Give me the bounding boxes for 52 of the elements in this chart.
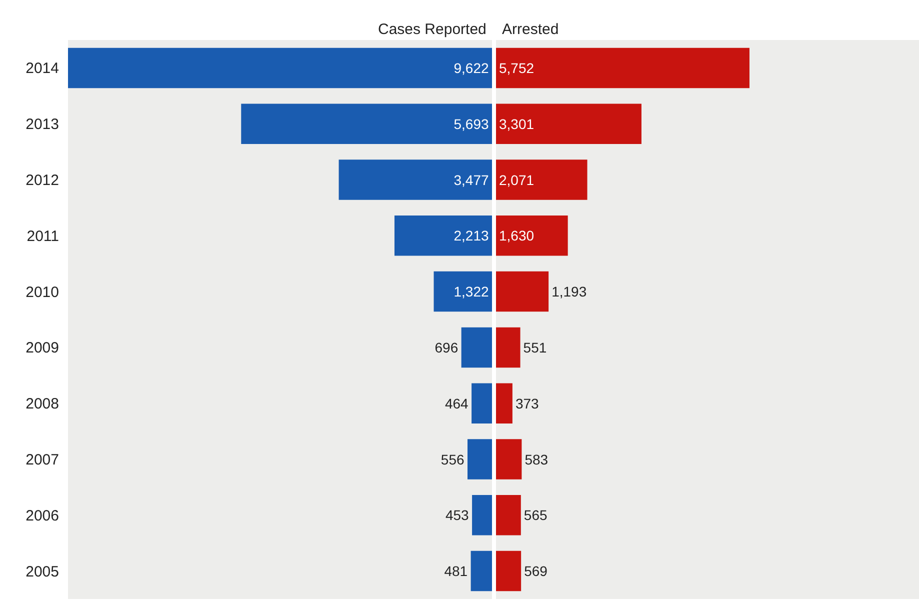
bar bbox=[434, 271, 492, 312]
bar bbox=[496, 327, 520, 368]
data-label: 481 bbox=[444, 563, 468, 580]
y-tick-label: 2011 bbox=[26, 228, 59, 245]
y-tick-label: 2010 bbox=[26, 284, 59, 301]
data-label: 1,193 bbox=[551, 284, 586, 300]
y-tick-label: 2014 bbox=[26, 60, 59, 78]
data-label: 2,213 bbox=[454, 228, 489, 244]
bar bbox=[472, 383, 492, 424]
data-label: 3,477 bbox=[454, 172, 489, 188]
bar bbox=[338, 160, 492, 200]
data-label: 3,301 bbox=[498, 116, 534, 132]
data-label: 696 bbox=[434, 339, 458, 356]
y-tick-label: 2006 bbox=[26, 507, 59, 524]
data-label: 1,630 bbox=[498, 228, 534, 244]
bar bbox=[470, 550, 492, 592]
data-label: 5,752 bbox=[498, 60, 534, 76]
bar bbox=[472, 495, 492, 536]
series-label: Cases Reported bbox=[378, 21, 486, 38]
y-tick-label: 2008 bbox=[26, 396, 59, 413]
y-tick-label: 2013 bbox=[26, 116, 59, 134]
series-label: Arrested bbox=[502, 21, 558, 38]
data-label: 9,622 bbox=[454, 60, 489, 76]
y-tick-label: 2009 bbox=[26, 340, 59, 357]
data-label: 583 bbox=[524, 451, 548, 468]
bar bbox=[468, 439, 492, 480]
bar bbox=[496, 48, 749, 88]
bar bbox=[496, 550, 521, 592]
data-label: 464 bbox=[444, 395, 469, 412]
bar bbox=[496, 104, 641, 144]
data-label: 565 bbox=[523, 507, 547, 524]
data-label: 556 bbox=[440, 451, 464, 468]
data-label: 2,071 bbox=[498, 172, 534, 188]
bar bbox=[496, 271, 548, 312]
y-tick-label: 2007 bbox=[26, 452, 59, 468]
bar bbox=[496, 383, 512, 424]
y-tick-label: 2005 bbox=[26, 563, 59, 580]
bar bbox=[394, 216, 492, 256]
bar bbox=[496, 439, 522, 480]
bar bbox=[461, 327, 492, 368]
data-label: 5,693 bbox=[454, 116, 489, 132]
bar bbox=[496, 495, 520, 536]
bar bbox=[68, 48, 492, 88]
bar bbox=[241, 104, 492, 144]
data-label: 551 bbox=[522, 339, 546, 356]
data-label: 373 bbox=[514, 395, 539, 412]
y-tick-label: 2012 bbox=[26, 172, 59, 189]
data-label: 453 bbox=[445, 507, 470, 524]
bar bbox=[496, 160, 587, 200]
bar bbox=[496, 216, 568, 256]
data-label: 1,322 bbox=[454, 284, 489, 300]
data-label: 569 bbox=[524, 563, 548, 580]
